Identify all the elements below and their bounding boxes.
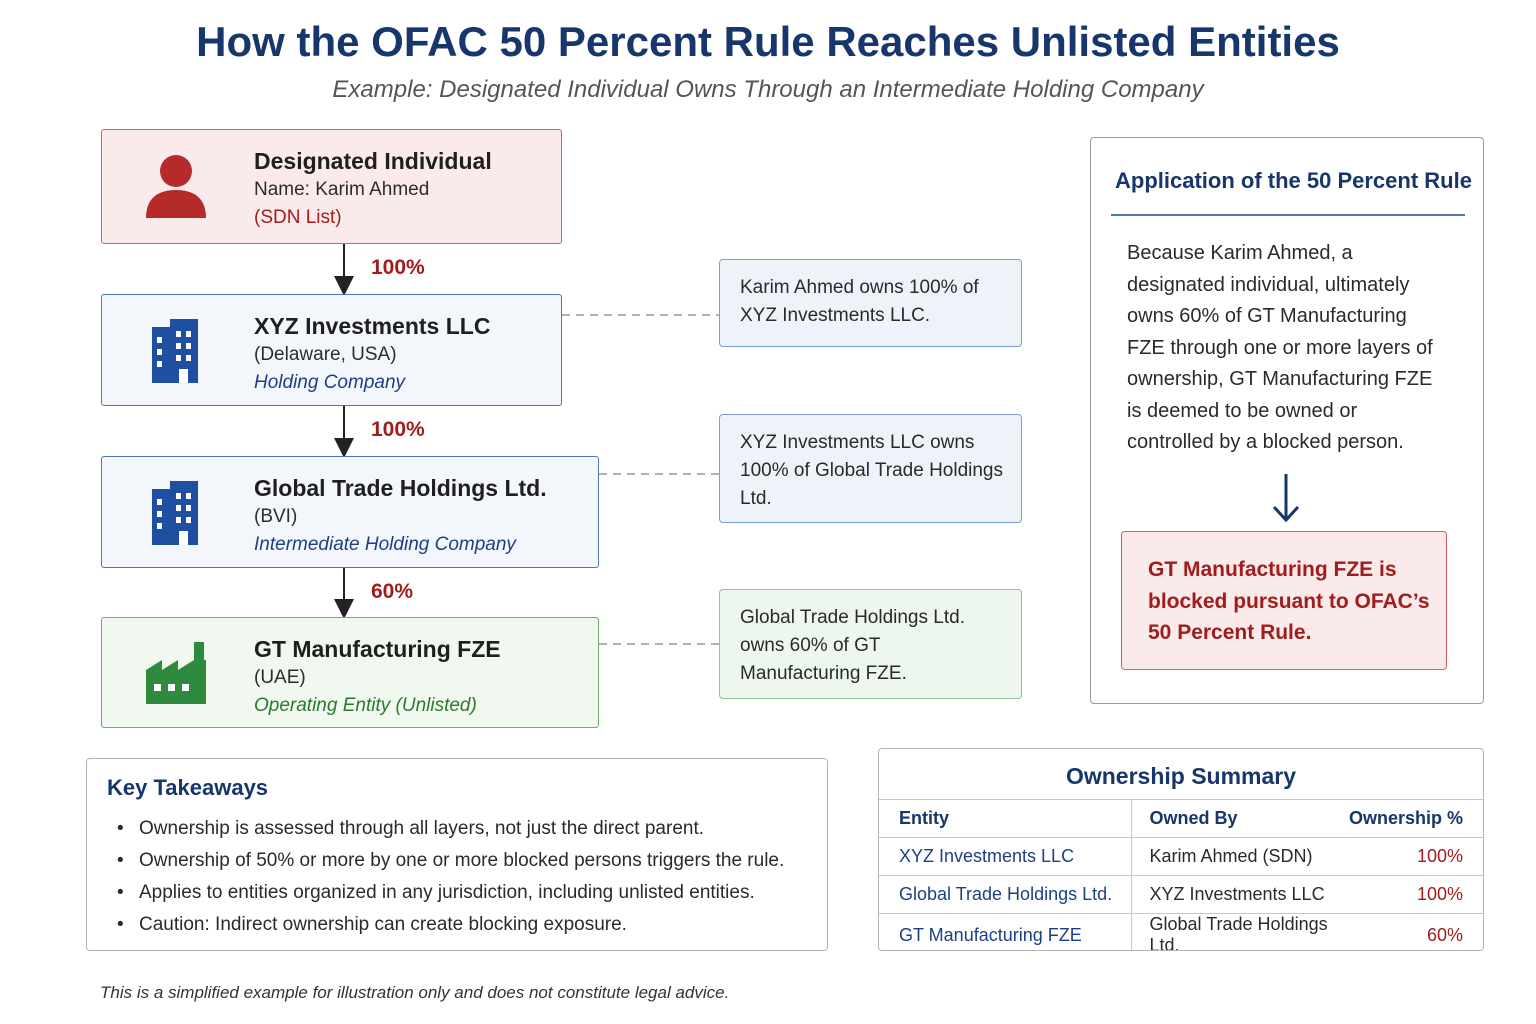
table-cell: Global Trade Holdings Ltd.: [1131, 913, 1331, 950]
ownership-note: XYZ Investments LLC owns 100% of Global …: [719, 414, 1022, 523]
list-item: Ownership of 50% or more by one or more …: [117, 845, 784, 877]
entity-name: Global Trade Holdings Ltd.: [254, 475, 547, 501]
entity-type: Intermediate Holding Company: [254, 534, 516, 555]
entity-detail: (BVI): [254, 506, 298, 527]
table-row: XYZ Investments LLC Karim Ahmed (SDN) 10…: [879, 837, 1483, 876]
divider: [1111, 214, 1465, 216]
ownership-summary-panel: Ownership Summary Entity Owned By Owners…: [878, 748, 1484, 951]
table-cell: 100%: [1331, 837, 1483, 876]
key-takeaways-panel: Key Takeaways Ownership is assessed thro…: [86, 758, 828, 951]
column-header: Entity: [879, 799, 1132, 838]
list-item: Applies to entities organized in any jur…: [117, 877, 784, 909]
table-cell: 60%: [1331, 913, 1483, 950]
table-row: GT Manufacturing FZE Global Trade Holdin…: [879, 913, 1483, 950]
table-header-row: Entity Owned By Ownership %: [879, 799, 1483, 838]
ownership-percent: 100%: [371, 256, 425, 279]
table-cell: 100%: [1331, 875, 1483, 914]
table-cell: XYZ Investments LLC: [1131, 875, 1331, 914]
entity-xyz-investments: XYZ Investments LLC (Delaware, USA) Hold…: [101, 294, 562, 406]
entity-detail: Name: Karim Ahmed: [254, 179, 430, 200]
table-cell: GT Manufacturing FZE: [879, 913, 1132, 950]
table-row: Global Trade Holdings Ltd. XYZ Investmen…: [879, 875, 1483, 914]
ownership-percent: 60%: [371, 580, 414, 603]
column-header: Ownership %: [1331, 799, 1483, 838]
application-title: Application of the 50 Percent Rule: [1115, 168, 1472, 193]
blocked-result: GT Manufacturing FZE is blocked pursuant…: [1121, 531, 1447, 670]
page-title: How the OFAC 50 Percent Rule Reaches Unl…: [196, 18, 1340, 65]
summary-title: Ownership Summary: [1065, 763, 1297, 789]
entity-global-trade-holdings: Global Trade Holdings Ltd. (BVI) Interme…: [101, 456, 599, 568]
ownership-note: Karim Ahmed owns 100% of XYZ Investments…: [719, 259, 1022, 347]
list-item: Ownership is assessed through all layers…: [117, 813, 784, 845]
disclaimer: This is a simplified example for illustr…: [100, 983, 730, 1002]
table-cell: Karim Ahmed (SDN): [1131, 837, 1331, 876]
list-item: Caution: Indirect ownership can create b…: [117, 909, 784, 941]
application-panel: Application of the 50 Percent Rule Becau…: [1090, 137, 1484, 704]
person-icon: [142, 154, 210, 220]
summary-table: Entity Owned By Ownership % XYZ Investme…: [879, 799, 1483, 950]
entity-name: GT Manufacturing FZE: [254, 636, 501, 662]
building-icon: [150, 481, 218, 547]
page-subtitle: Example: Designated Individual Owns Thro…: [332, 76, 1204, 103]
arrow-down-icon: [1272, 474, 1300, 523]
building-icon: [150, 319, 218, 385]
table-cell: XYZ Investments LLC: [879, 837, 1132, 876]
entity-type: Holding Company: [254, 372, 406, 393]
entity-type: Operating Entity (Unlisted): [254, 695, 477, 716]
application-text: Because Karim Ahmed, a designated indivi…: [1127, 242, 1433, 453]
entity-detail: (UAE): [254, 667, 306, 688]
entity-name: Designated Individual: [254, 148, 492, 174]
table-cell: Global Trade Holdings Ltd.: [879, 875, 1132, 914]
takeaways-list: Ownership is assessed through all layers…: [117, 813, 784, 941]
entity-detail: (Delaware, USA): [254, 344, 397, 365]
entity-gt-manufacturing: GT Manufacturing FZE (UAE) Operating Ent…: [101, 617, 599, 728]
factory-icon: [144, 640, 212, 706]
ownership-note: Global Trade Holdings Ltd. owns 60% of G…: [719, 589, 1022, 699]
column-header: Owned By: [1131, 799, 1331, 838]
ownership-percent: 100%: [371, 418, 425, 441]
takeaways-title: Key Takeaways: [107, 775, 269, 800]
entity-designated-individual: Designated Individual Name: Karim Ahmed …: [101, 129, 562, 244]
entity-name: XYZ Investments LLC: [254, 313, 491, 339]
entity-status: (SDN List): [254, 207, 342, 228]
